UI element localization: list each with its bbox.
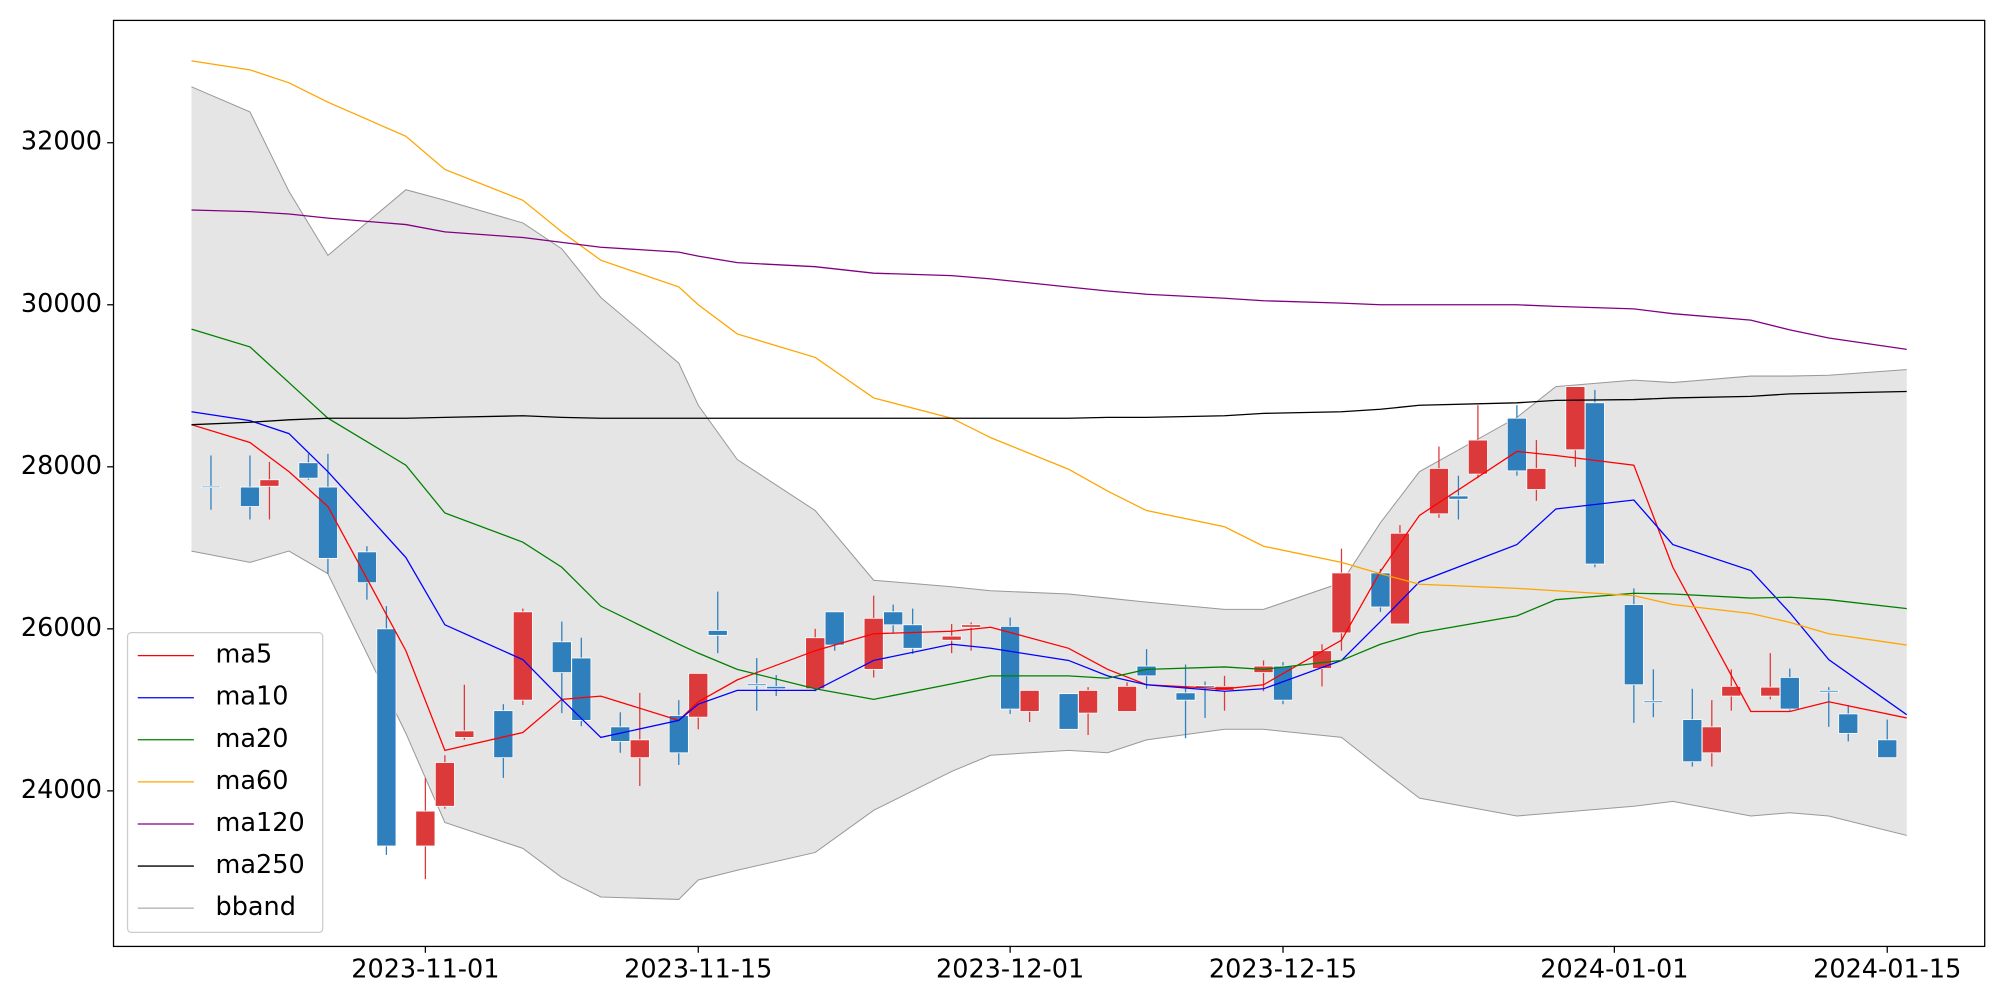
candle-body bbox=[941, 635, 962, 641]
y-tick-label: 28000 bbox=[21, 451, 102, 481]
candle-body bbox=[1117, 685, 1138, 712]
candle-body bbox=[376, 628, 397, 847]
candle-body bbox=[746, 683, 767, 686]
x-tick-label: 2024-01-01 bbox=[1540, 955, 1688, 985]
candle-body bbox=[1058, 693, 1079, 730]
legend-label: ma20 bbox=[216, 724, 289, 754]
legend-frame bbox=[126, 632, 324, 934]
legend-label: ma250 bbox=[216, 850, 305, 880]
candle-body bbox=[1565, 386, 1586, 451]
candle-body bbox=[1721, 685, 1742, 697]
plot-frame bbox=[112, 19, 1986, 948]
candle-body bbox=[707, 630, 728, 636]
y-tick-label: 30000 bbox=[21, 289, 102, 319]
candle-body bbox=[1448, 495, 1469, 500]
candle-body bbox=[1428, 468, 1449, 515]
candle-body bbox=[1877, 739, 1898, 759]
candle-body bbox=[1682, 719, 1703, 763]
candle-body bbox=[863, 617, 884, 670]
bband-upper bbox=[191, 86, 1907, 610]
candle-body bbox=[805, 637, 826, 690]
bband-lower bbox=[191, 550, 1907, 900]
candle-body bbox=[688, 673, 709, 718]
legend-label: ma5 bbox=[216, 640, 273, 670]
candle-body bbox=[824, 611, 845, 646]
candle-body bbox=[1175, 692, 1196, 701]
candle-body bbox=[668, 715, 689, 754]
candle-body bbox=[415, 810, 436, 847]
candle-body bbox=[356, 551, 377, 584]
x-tick-label: 2023-11-15 bbox=[624, 955, 772, 985]
candle-body bbox=[961, 624, 982, 628]
candle-body bbox=[493, 710, 514, 759]
candle-body bbox=[1584, 402, 1605, 565]
legend-label: ma120 bbox=[216, 808, 305, 838]
x-tick-label: 2023-12-01 bbox=[936, 955, 1084, 985]
x-tick-label: 2023-12-15 bbox=[1209, 955, 1357, 985]
candle-body bbox=[1370, 572, 1391, 608]
candle-body bbox=[259, 479, 280, 487]
candle-body bbox=[298, 462, 319, 479]
candle-body bbox=[629, 739, 650, 759]
candle-body bbox=[1467, 439, 1488, 475]
candle-body bbox=[883, 611, 904, 626]
candle-body bbox=[1623, 604, 1644, 686]
candle-body bbox=[610, 726, 631, 742]
candle-body bbox=[766, 685, 787, 690]
candle-body bbox=[317, 486, 338, 559]
candle-body bbox=[551, 641, 572, 673]
candle-body bbox=[1701, 726, 1722, 754]
candle-body bbox=[571, 657, 592, 721]
candle-body bbox=[1838, 713, 1859, 734]
candle-body bbox=[902, 624, 923, 649]
candle-body bbox=[1312, 650, 1332, 669]
plot-area bbox=[191, 60, 1908, 900]
x-tick-label: 2024-01-15 bbox=[1813, 955, 1961, 985]
candle-body bbox=[1506, 417, 1527, 472]
ma-line bbox=[191, 424, 1907, 752]
candle-body bbox=[1273, 665, 1293, 701]
candle-body bbox=[1779, 677, 1800, 710]
ma-line bbox=[191, 60, 1907, 646]
candle-body bbox=[1760, 686, 1781, 697]
candle-body bbox=[201, 485, 221, 488]
candle-body bbox=[1643, 700, 1664, 703]
y-tick-label: 32000 bbox=[21, 127, 102, 157]
candle-body bbox=[1000, 626, 1021, 710]
legend-label: ma60 bbox=[216, 766, 289, 796]
legend-label: ma10 bbox=[216, 682, 289, 712]
ma-line bbox=[191, 390, 1907, 426]
y-tick-label: 26000 bbox=[21, 613, 102, 643]
candle-body bbox=[454, 730, 475, 738]
candle-body bbox=[1818, 690, 1839, 693]
candle-body bbox=[1331, 572, 1352, 634]
candle-body bbox=[434, 762, 455, 807]
candle-body bbox=[1019, 690, 1040, 712]
candle-body bbox=[240, 486, 260, 507]
candle-body bbox=[1078, 690, 1099, 714]
x-tick-label: 2023-11-01 bbox=[351, 955, 499, 985]
ma-line bbox=[191, 209, 1907, 350]
legend: ma5 ma10 ma20 ma60 ma120 ma250 bband bbox=[126, 632, 324, 934]
y-tick-label: 24000 bbox=[21, 775, 102, 805]
candle-body bbox=[1526, 468, 1547, 490]
legend-label: bband bbox=[216, 892, 296, 922]
ma-line bbox=[191, 411, 1908, 739]
bband-area bbox=[191, 86, 1907, 900]
